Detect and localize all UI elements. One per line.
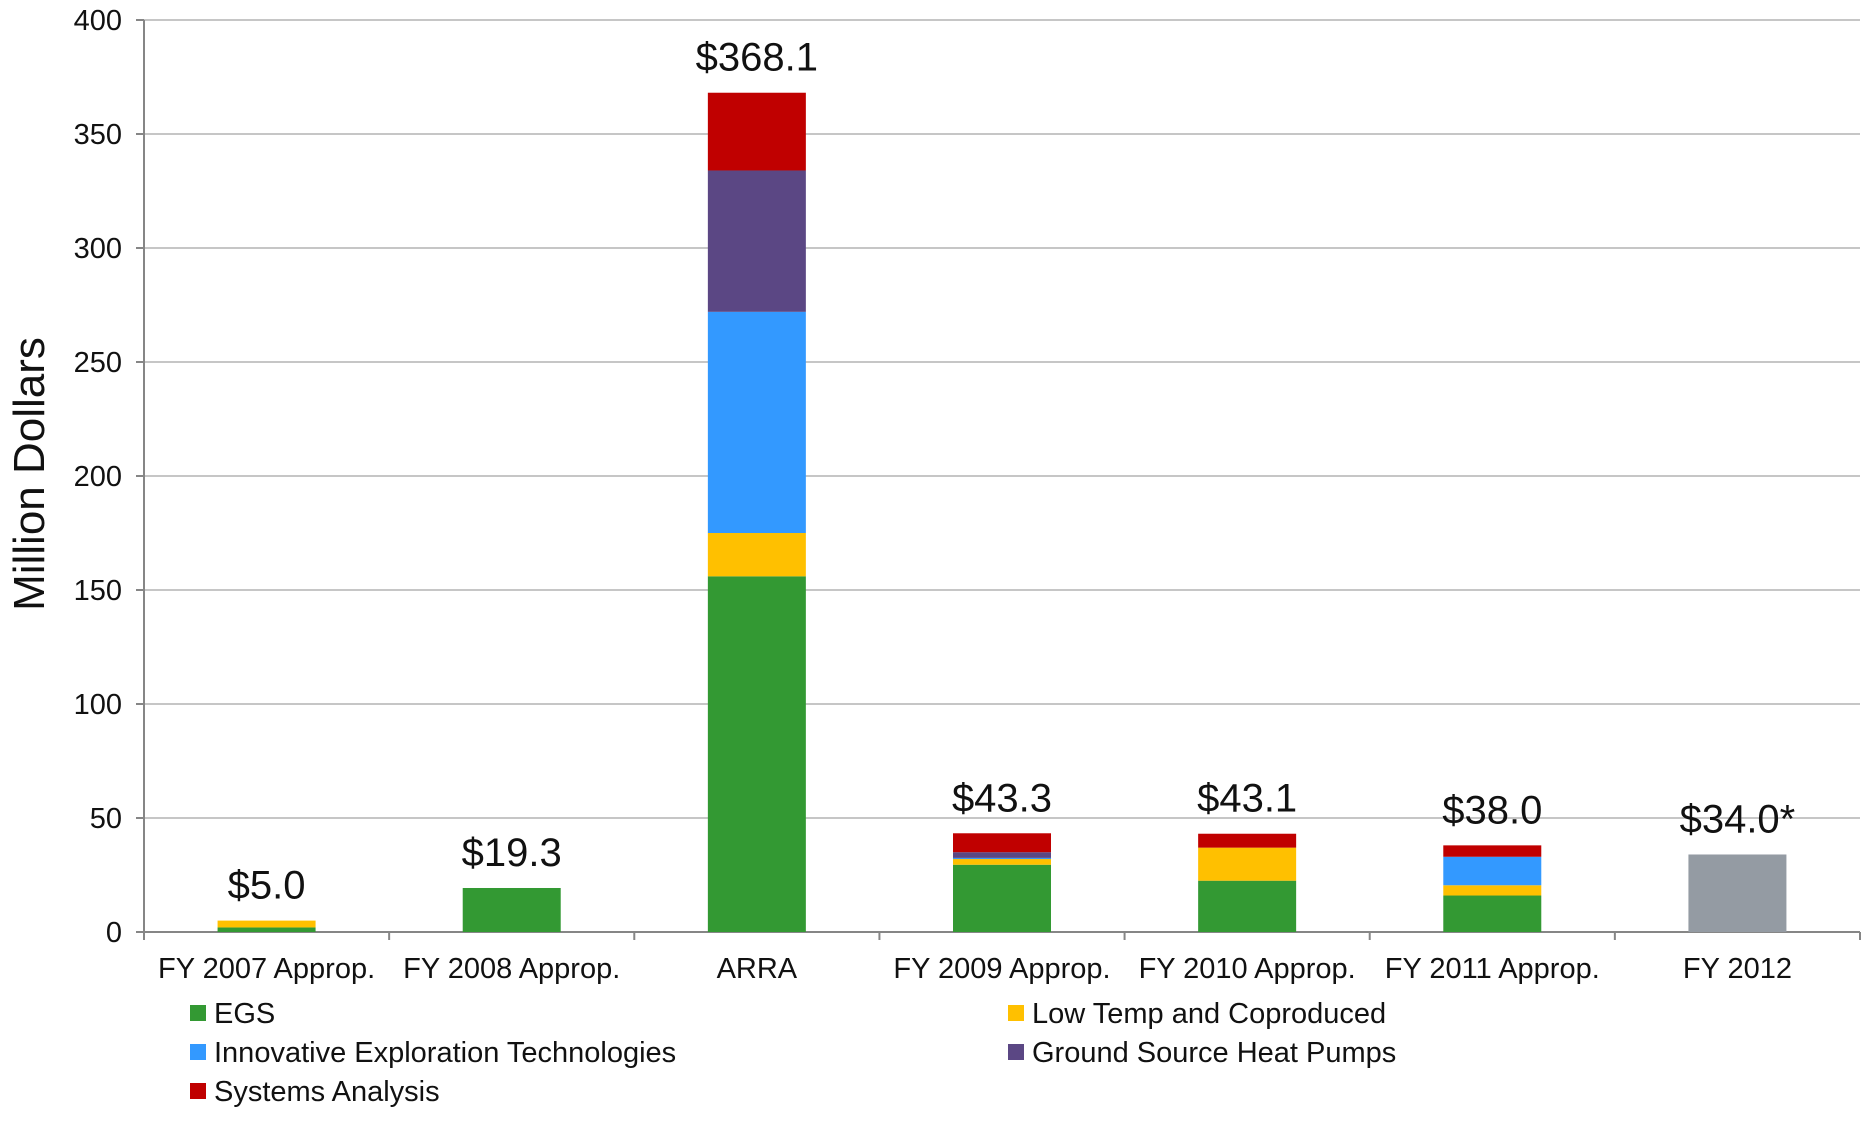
bar-segment-systems-analysis: [707, 92, 806, 171]
bar-total-label: $368.1: [696, 36, 818, 80]
bar-total-label: $43.3: [952, 776, 1052, 820]
legend-label: Innovative Exploration Technologies: [214, 1037, 676, 1069]
axes: 0 50 100 150 200 250 300 350 400: [74, 5, 1861, 949]
x-category-label: FY 2011 Approp.: [1385, 953, 1600, 985]
y-tick-label: 100: [74, 689, 122, 721]
bar-segment-low-temp-and-coproduced: [953, 859, 1051, 865]
legend-swatch: [190, 1005, 206, 1021]
bar-segment-ground-source-heat-pumps: [707, 170, 806, 312]
bar-segment-egs: [953, 864, 1051, 932]
bar-segment-innovative-exploration-technologies: [953, 857, 1051, 860]
y-tick-label: 200: [74, 461, 122, 493]
bar-segment-innovative-exploration-technologies: [707, 311, 806, 533]
bar-segment-egs: [707, 576, 806, 932]
bar-segment-systems-analysis: [1443, 845, 1542, 857]
bar-segment-low-temp-and-coproduced: [707, 533, 806, 577]
legend-label: Ground Source Heat Pumps: [1032, 1037, 1396, 1069]
legend-swatch: [190, 1083, 206, 1099]
y-axis-title: Million Dollars: [5, 337, 54, 611]
legend-label: Low Temp and Coproduced: [1032, 998, 1386, 1030]
y-tick-label: 250: [74, 347, 122, 379]
y-tick-label: 150: [74, 575, 122, 607]
y-tick-label: 0: [106, 917, 122, 949]
bar-total-label: $34.0*: [1680, 797, 1796, 841]
legend-swatch: [1008, 1044, 1024, 1060]
bar-segment-ground-source-heat-pumps: [953, 852, 1051, 858]
x-category-label: ARRA: [717, 953, 798, 985]
bars: [217, 92, 1787, 932]
bar-segment-egs: [462, 887, 561, 932]
bar-segment-systems-analysis: [1198, 833, 1297, 848]
bar-segment-low-temp-and-coproduced: [217, 920, 316, 928]
y-tick-label: 350: [74, 119, 122, 151]
bar-total-label: $43.1: [1197, 777, 1297, 821]
bar-total-label: $38.0: [1442, 788, 1542, 832]
x-category-label: FY 2010 Approp.: [1139, 953, 1356, 985]
labels: $5.0 FY 2007 Approp. $19.3 FY 2008 Approp. $…: [158, 36, 1795, 985]
legend: EGS Low Temp and Coproduced Innovative Exp…: [190, 998, 1396, 1108]
y-tick-label: 300: [74, 233, 122, 265]
bar-segment-egs: [1443, 895, 1542, 932]
bar-segment-low-temp-and-coproduced: [1198, 847, 1297, 881]
x-category-label: FY 2012: [1683, 953, 1792, 985]
gridlines: [144, 19, 1860, 819]
legend-label: EGS: [214, 998, 275, 1030]
bar-segment-innovative-exploration-technologies: [1443, 856, 1542, 886]
bar-segment-total: [1688, 854, 1787, 932]
bar-segment-egs: [217, 927, 316, 932]
bar-segment-low-temp-and-coproduced: [1443, 885, 1542, 896]
y-tick-label: 400: [74, 5, 122, 37]
bar-total-label: $19.3: [462, 831, 562, 875]
bar-segment-systems-analysis: [953, 833, 1051, 853]
x-category-label: FY 2009 Approp.: [893, 953, 1110, 985]
y-tick-label: 50: [90, 803, 122, 835]
x-category-label: FY 2007 Approp.: [158, 953, 375, 985]
x-category-label: FY 2008 Approp.: [403, 953, 620, 985]
legend-swatch: [190, 1044, 206, 1060]
legend-label: Systems Analysis: [214, 1076, 440, 1108]
bar-total-label: $5.0: [228, 864, 306, 908]
bar-segment-egs: [1198, 880, 1297, 932]
legend-swatch: [1008, 1005, 1024, 1021]
